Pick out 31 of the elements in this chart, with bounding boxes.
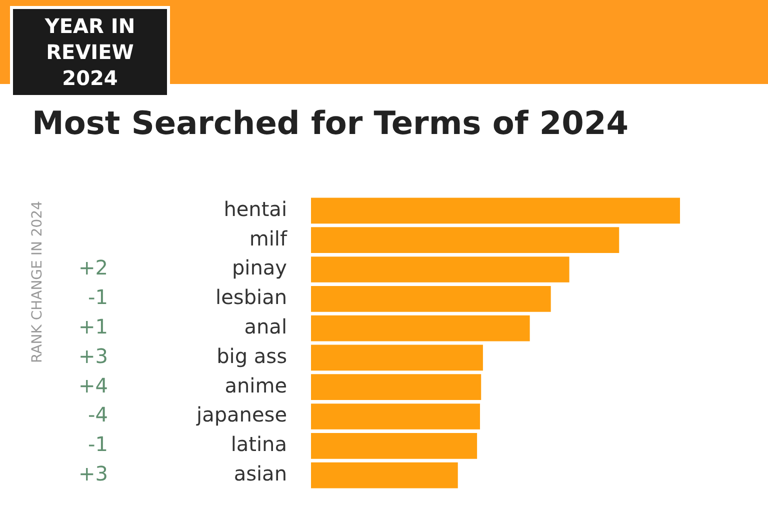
bar [311, 462, 458, 488]
text: +4 [78, 373, 108, 398]
y-tick-label: pinay [232, 256, 288, 280]
text: -4 [88, 402, 108, 427]
bar [311, 198, 680, 224]
y-tick-label: anime [224, 373, 287, 398]
text: +3 [78, 462, 108, 486]
text: YEAR IN REVIEW 2024 [10, 6, 170, 98]
text: -1 [88, 432, 108, 456]
y-tick-label: anal [244, 314, 287, 339]
bar [311, 374, 482, 400]
text: RANK CHANGE IN 2024 [30, 200, 46, 364]
text: +3 [78, 344, 108, 368]
bar [311, 256, 570, 282]
bar [311, 432, 478, 459]
bar [311, 344, 483, 371]
bar [311, 404, 480, 430]
y-tick-label: latina [230, 432, 287, 456]
text: -1 [88, 285, 108, 310]
y-tick-label: lesbian [216, 285, 287, 310]
bar [311, 286, 551, 312]
y-tick-label: japanese [196, 402, 287, 427]
chart-title: Most Searched for Terms of 2024 [32, 104, 628, 142]
bar [311, 227, 620, 254]
y-tick-label: milf [249, 226, 288, 250]
y-tick-label: hentai [224, 196, 287, 221]
y-tick-label: big ass [216, 344, 287, 368]
bar [311, 315, 530, 342]
text: +1 [78, 314, 108, 339]
text: +2 [78, 256, 108, 280]
y-tick-label: asian [234, 462, 287, 486]
